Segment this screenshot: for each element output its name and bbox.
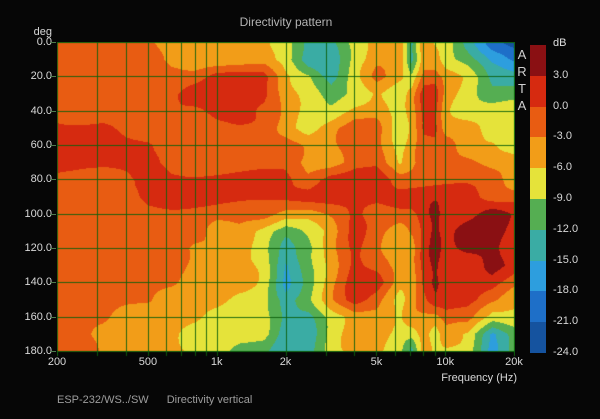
y-tick-mark	[50, 351, 56, 352]
y-tick-mark	[50, 76, 56, 78]
y-tick-label: 40.0	[30, 104, 52, 117]
colorbar	[530, 45, 546, 353]
colorbar-segment	[530, 168, 546, 199]
y-tick-mark	[50, 282, 56, 284]
x-tick-label: 500	[138, 356, 158, 368]
y-tick-label: 60.0	[30, 139, 52, 151]
colorbar-segment	[530, 75, 546, 107]
chart-title: Directivity pattern	[239, 15, 333, 29]
colorbar-tick-label: 0.0	[553, 99, 569, 112]
colorbar-tick-label: -21.0	[553, 315, 579, 328]
colorbar-tick-label: -12.0	[553, 222, 579, 235]
y-tick-mark	[50, 248, 56, 249]
y-axis-unit-label: deg	[33, 26, 52, 38]
colorbar-tick-label: -15.0	[553, 253, 579, 266]
colorbar-tick-label: -6.0	[553, 161, 572, 174]
colorbar-segment	[530, 137, 546, 169]
y-tick-mark	[50, 145, 56, 146]
status-line: ESP-232/WS../SW Directivity vertical	[57, 394, 252, 406]
x-tick-label: 200	[47, 356, 67, 368]
colorbar-tick-label: -9.0	[553, 192, 572, 204]
arta-letter: T	[518, 81, 526, 96]
x-axis-label: Frequency (Hz)	[441, 372, 517, 384]
y-tick-mark	[50, 110, 56, 112]
colorbar-unit-label: dB	[553, 37, 567, 49]
colorbar-tick-label: -18.0	[553, 284, 579, 297]
y-tick-label: 20.0	[30, 70, 52, 83]
y-tick-label: 140.0	[24, 276, 52, 289]
colorbar-tick-label: -24.0	[553, 346, 579, 358]
arta-letter: A	[517, 47, 527, 62]
colorbar-segment	[530, 260, 546, 292]
y-tick-mark	[50, 42, 56, 43]
colorbar-segment	[530, 45, 546, 76]
x-tick-label: 20k	[505, 356, 523, 368]
arta-letter: A	[517, 98, 527, 113]
colorbar-tick-label: -3.0	[553, 130, 572, 143]
y-tick-mark	[50, 213, 56, 215]
x-tick-label: 1k	[210, 356, 223, 368]
colorbar-segment	[530, 322, 546, 353]
y-tick-label: 80.0	[30, 173, 52, 186]
directivity-heatmap-canvas	[57, 42, 515, 358]
x-tick-label: 10k	[436, 356, 455, 368]
colorbar-segment	[530, 198, 546, 230]
arta-letter: R	[517, 64, 527, 79]
status-measurement-label: Directivity vertical	[166, 394, 253, 406]
x-tick-label: 5k	[370, 356, 383, 368]
colorbar-segment	[530, 291, 546, 323]
y-tick-mark	[50, 179, 56, 181]
y-tick-mark	[50, 316, 56, 318]
colorbar-segment	[530, 229, 546, 261]
y-tick-label: 100.0	[24, 207, 52, 220]
y-tick-label: 120.0	[24, 242, 52, 254]
status-device-name: ESP-232/WS../SW	[57, 394, 149, 406]
y-tick-label: 160.0	[24, 310, 52, 323]
y-tick-label: 180.0	[24, 345, 52, 357]
x-tick-label: 2k	[279, 356, 292, 368]
y-tick-label: 0.0	[36, 36, 52, 48]
colorbar-tick-label: 3.0	[553, 68, 569, 81]
colorbar-segment	[530, 106, 546, 138]
